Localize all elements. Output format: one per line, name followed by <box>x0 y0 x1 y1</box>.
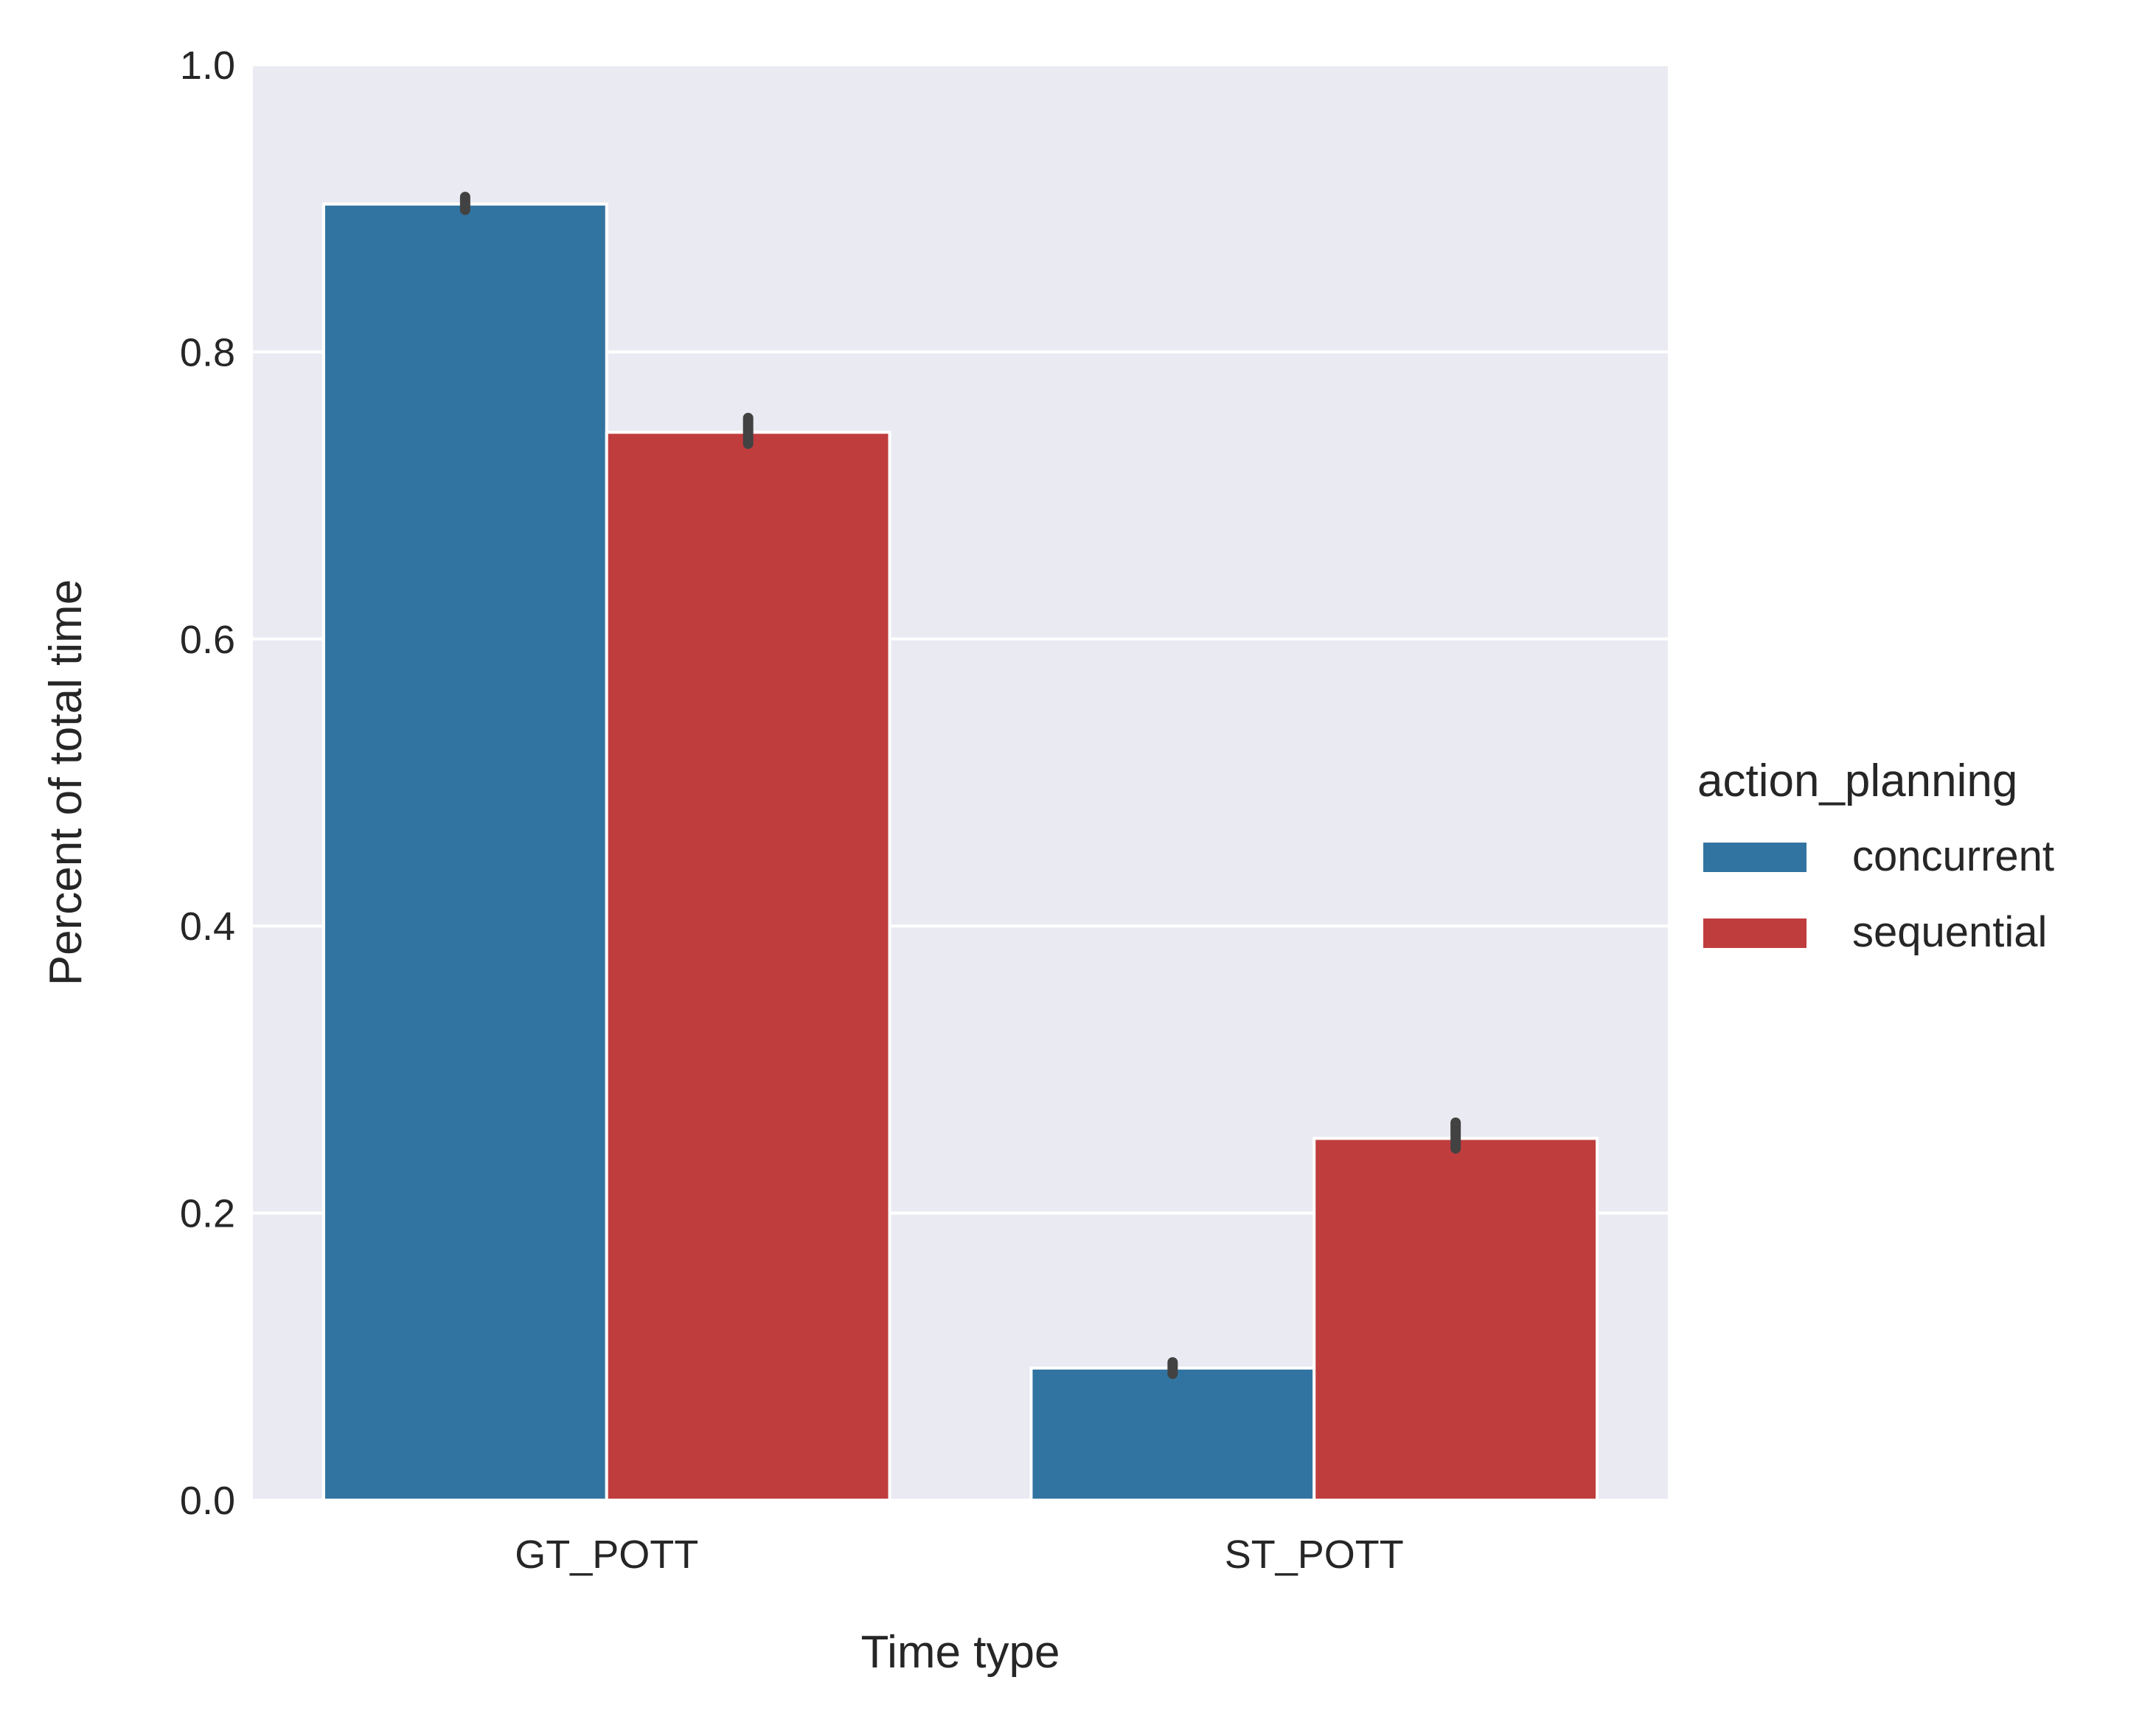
legend: action_planning concurrent sequential <box>1697 756 2054 956</box>
legend-swatch-concurrent <box>1703 843 1806 872</box>
error-bars <box>459 192 1461 1379</box>
bar-sequential-GT_POTT <box>605 430 891 1502</box>
legend-title: action_planning <box>1697 756 2017 806</box>
legend-label-sequential: sequential <box>1852 908 2047 956</box>
y-tick-label: 0.8 <box>180 330 235 374</box>
x-tick-labels: GT_POTT ST_POTT <box>515 1533 1404 1577</box>
y-tick-label: 0.2 <box>180 1192 235 1236</box>
y-tick-labels: 0.0 0.2 0.4 0.6 0.8 1.0 <box>180 43 235 1523</box>
x-tick-label: GT_POTT <box>515 1533 698 1577</box>
x-tick-label: ST_POTT <box>1225 1533 1404 1577</box>
x-axis-label: Time type <box>861 1627 1060 1678</box>
bars <box>321 202 1599 1502</box>
y-tick-label: 0.4 <box>180 904 235 949</box>
y-tick-label: 1.0 <box>180 43 235 88</box>
bar-concurrent-ST_POTT <box>1029 1366 1316 1502</box>
y-tick-label: 0.0 <box>180 1479 235 1523</box>
bar-concurrent-GT_POTT <box>321 202 608 1502</box>
y-axis-label: Percent of total time <box>41 579 91 986</box>
legend-swatch-sequential <box>1703 918 1806 948</box>
legend-label-concurrent: concurrent <box>1852 832 2054 880</box>
y-tick-label: 0.6 <box>180 618 235 662</box>
bar-sequential-ST_POTT <box>1312 1137 1599 1502</box>
